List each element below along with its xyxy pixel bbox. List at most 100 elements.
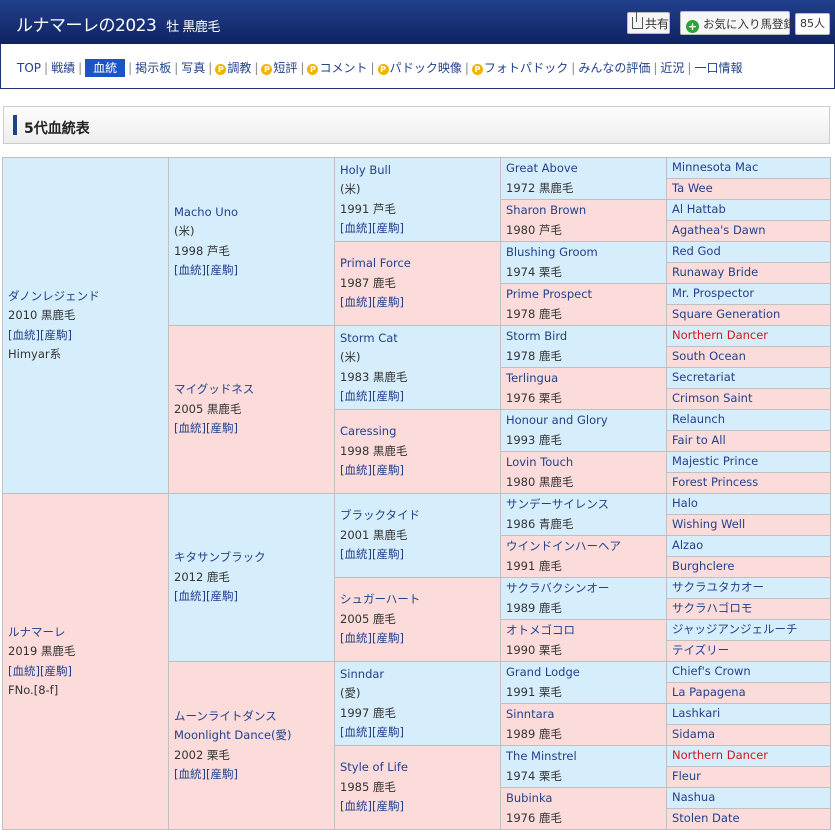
- horse-name-link[interactable]: ブラックタイド: [340, 508, 421, 523]
- horse-name: ルナマーレの2023: [16, 16, 157, 36]
- horse-name-link[interactable]: サクラバクシンオー: [506, 581, 610, 595]
- horse-name-link[interactable]: Terlingua: [506, 371, 559, 385]
- favorite-label: お気に入り馬登録: [703, 17, 795, 31]
- horse-name-link[interactable]: Style of Life: [340, 760, 409, 775]
- horse-name-link[interactable]: Holy Bull: [340, 162, 391, 177]
- horse-name-link[interactable]: Chief's Crown: [672, 664, 751, 679]
- horse-name-link[interactable]: Crimson Saint: [672, 391, 753, 406]
- pedigree-offspring-links[interactable]: [血統][産駒]: [8, 327, 72, 342]
- horse-name-link[interactable]: Stolen Date: [672, 811, 740, 826]
- share-button[interactable]: 共有: [627, 12, 670, 34]
- horse-name-link[interactable]: Al Hattab: [672, 202, 726, 217]
- add-favorite-button[interactable]: + お気に入り馬登録: [680, 11, 795, 35]
- horse-name-link[interactable]: Mr. Prospector: [672, 286, 755, 301]
- horse-name-link[interactable]: Nashua: [672, 790, 716, 805]
- horse-name-link[interactable]: Sinndar: [340, 666, 385, 681]
- horse-name-link[interactable]: オトメゴコロ: [506, 623, 575, 637]
- horse-name-link[interactable]: Northern Dancer: [672, 748, 769, 763]
- pedigree-offspring-links[interactable]: [血統][産駒]: [174, 589, 238, 604]
- horse-name-link[interactable]: サクラユタカオー: [672, 580, 764, 595]
- horse-name-link[interactable]: Ta Wee: [672, 181, 713, 196]
- horse-name-link[interactable]: Sidama: [672, 727, 716, 742]
- horse-name-link[interactable]: Storm Bird: [506, 329, 568, 343]
- horse-name-link[interactable]: Square Generation: [672, 307, 781, 322]
- pedigree-offspring-links[interactable]: [血統][産駒]: [8, 663, 72, 678]
- nav-separator: |: [571, 61, 576, 75]
- pedigree-offspring-links[interactable]: [血統][産駒]: [340, 725, 404, 739]
- horse-name-link[interactable]: Secretariat: [672, 370, 736, 385]
- horse-name-link[interactable]: The Minstrel: [506, 749, 577, 763]
- horse-name-link[interactable]: Fair to All: [672, 433, 726, 448]
- nav-item-10[interactable]: みんなの評価: [578, 61, 650, 75]
- nav-item-12[interactable]: 一口情報: [694, 61, 742, 75]
- pedigree-offspring-links[interactable]: [血統][産駒]: [340, 799, 404, 814]
- horse-name-link[interactable]: ダノンレジェンド: [8, 288, 100, 303]
- horse-name-link[interactable]: キタサンブラック: [174, 550, 266, 565]
- horse-name-link[interactable]: Honour and Glory: [506, 413, 608, 427]
- horse-name-link[interactable]: La Papagena: [672, 685, 746, 700]
- horse-name-link[interactable]: Forest Princess: [672, 475, 759, 490]
- nav-item-label: 一口情報: [694, 61, 743, 75]
- horse-name-link[interactable]: サクラハゴロモ: [672, 601, 753, 616]
- horse-name-link[interactable]: Relaunch: [672, 412, 725, 427]
- horse-name-link[interactable]: Macho Uno: [174, 204, 239, 219]
- pedigree-offspring-links[interactable]: [血統][産駒]: [340, 295, 404, 310]
- horse-name-link[interactable]: シュガーハート: [340, 592, 421, 607]
- nav-item-1[interactable]: 戦績: [51, 61, 75, 75]
- pedigree-offspring-links[interactable]: [血統][産駒]: [340, 463, 404, 478]
- nav-item-0[interactable]: TOP: [17, 61, 41, 75]
- horse-name-link[interactable]: Blushing Groom: [506, 245, 598, 259]
- horse-name-link[interactable]: テイズリー: [672, 643, 730, 658]
- horse-name-link[interactable]: ウインドインハーヘア: [506, 539, 621, 553]
- horse-name-link[interactable]: Prime Prospect: [506, 287, 593, 301]
- horse-name-link[interactable]: Sinntara: [506, 707, 555, 721]
- pedigree-offspring-links[interactable]: [血統][産駒]: [340, 389, 404, 403]
- horse-name-link[interactable]: South Ocean: [672, 349, 746, 364]
- horse-name-link[interactable]: ルナマーレ: [8, 624, 66, 639]
- nav-item-9[interactable]: P フォトパドック: [471, 61, 568, 75]
- horse-name-link[interactable]: Agathea's Dawn: [672, 223, 766, 238]
- nav-item-7[interactable]: P コメント: [307, 61, 367, 75]
- horse-name-link[interactable]: Lovin Touch: [506, 455, 574, 469]
- nav-item-label: みんなの評価: [578, 61, 651, 75]
- horse-name-link[interactable]: マイグッドネス: [174, 382, 255, 397]
- nav-item-5[interactable]: P 調教: [215, 61, 251, 75]
- horse-name-link[interactable]: Alzao: [672, 538, 704, 553]
- horse-name-link[interactable]: Primal Force: [340, 256, 411, 271]
- pedigree-cell-g3: Sinndar (愛) 1997 鹿毛 [血統][産駒]: [334, 661, 501, 746]
- nav-item-3[interactable]: 掲示板: [135, 61, 171, 75]
- horse-name-link[interactable]: Northern Dancer: [672, 328, 769, 343]
- horse-name-link[interactable]: Wishing Well: [672, 517, 746, 532]
- pedigree-offspring-links[interactable]: [血統][産駒]: [340, 631, 404, 646]
- pedigree-offspring-links[interactable]: [血統][産駒]: [174, 767, 238, 781]
- horse-name-link[interactable]: Red God: [672, 244, 721, 259]
- pedigree-offspring-links[interactable]: [血統][産駒]: [174, 421, 238, 436]
- horse-name-link[interactable]: Burghclere: [672, 559, 735, 574]
- pedigree-offspring-links[interactable]: [血統][産駒]: [340, 547, 404, 562]
- horse-name-link[interactable]: Majestic Prince: [672, 454, 759, 469]
- horse-name-link[interactable]: サンデーサイレンス: [506, 497, 610, 511]
- pedigree-offspring-links[interactable]: [血統][産駒]: [340, 221, 404, 235]
- horse-name-link[interactable]: Bubinka: [506, 791, 553, 805]
- horse-name-link[interactable]: Lashkari: [672, 706, 721, 721]
- horse-name-link[interactable]: Caressing: [340, 424, 397, 439]
- horse-name-link[interactable]: Runaway Bride: [672, 265, 759, 280]
- horse-name-link[interactable]: Storm Cat: [340, 330, 398, 345]
- nav-item-4[interactable]: 写真: [181, 61, 205, 75]
- horse-name-link[interactable]: ジャッジアンジェルーチ: [672, 622, 798, 637]
- nav-item-2[interactable]: 血統: [85, 59, 126, 77]
- nav-item-8[interactable]: P パドック映像: [377, 61, 462, 75]
- nav-item-11[interactable]: 近況: [660, 61, 684, 75]
- horse-name-link[interactable]: Grand Lodge: [506, 665, 580, 679]
- horse-name-link[interactable]: Minnesota Mac: [672, 160, 759, 175]
- pedigree-cell-g2: キタサンブラック 2012 鹿毛 [血統][産駒]: [168, 493, 335, 662]
- nav-item-6[interactable]: P 短評: [261, 61, 297, 75]
- horse-alt-name-link[interactable]: Moonlight Dance(愛): [174, 728, 292, 742]
- horse-name-link[interactable]: ムーンライトダンス: [174, 708, 277, 723]
- pedigree-offspring-links[interactable]: [血統][産駒]: [174, 263, 238, 277]
- horse-name-link[interactable]: Fleur: [672, 769, 701, 784]
- horse-name-link[interactable]: Sharon Brown: [506, 203, 587, 217]
- horse-year-color: 1978 鹿毛: [506, 348, 562, 363]
- horse-name-link[interactable]: Great Above: [506, 161, 578, 175]
- horse-name-link[interactable]: Halo: [672, 496, 698, 511]
